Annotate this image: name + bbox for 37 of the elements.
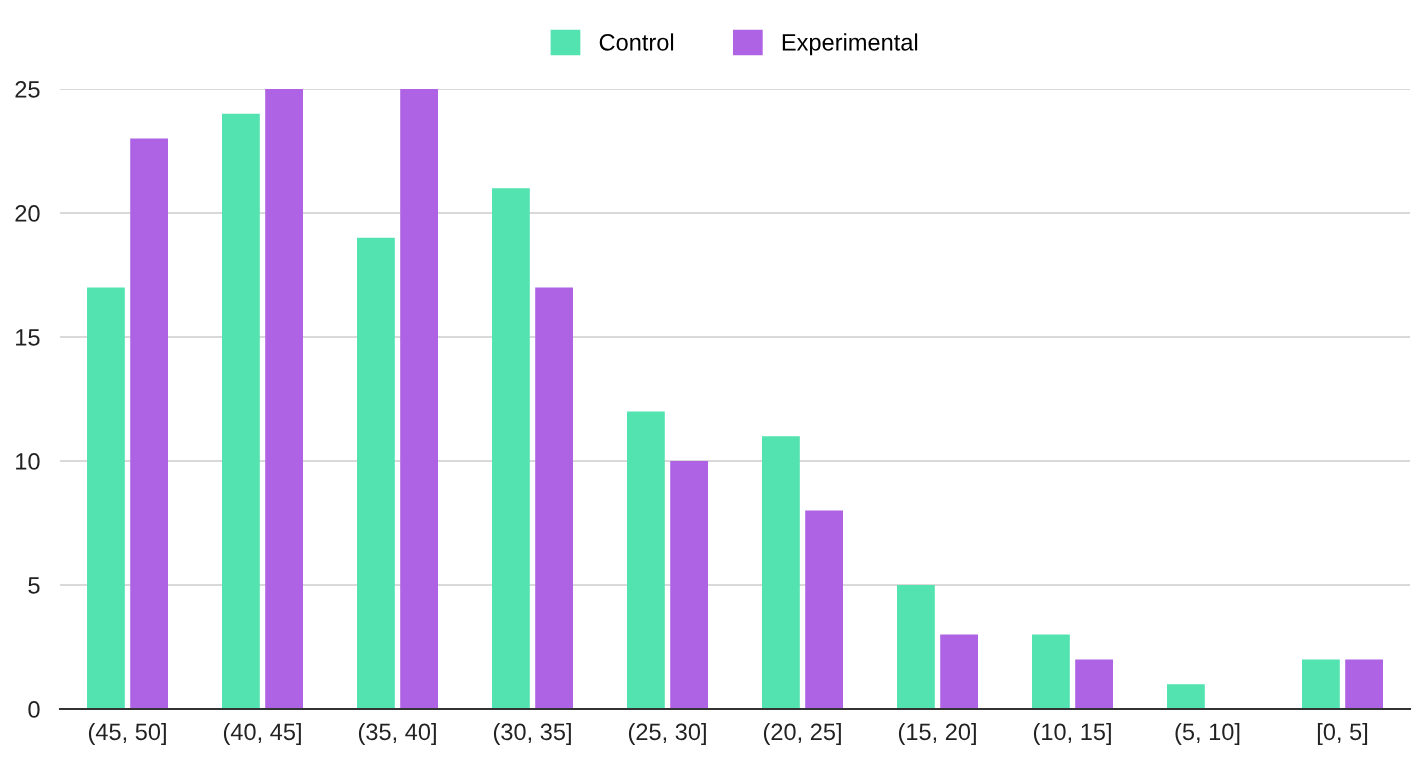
bar: [87, 287, 125, 709]
x-tick-label: (20, 25]: [763, 722, 841, 745]
bar: [400, 89, 438, 709]
y-tick-label: 5: [28, 577, 40, 594]
bar: [1302, 659, 1340, 709]
bar: [1345, 659, 1383, 709]
x-tick-label: (45, 50]: [88, 722, 166, 745]
y-tick-label: 10: [16, 453, 40, 470]
bar: [1167, 684, 1205, 709]
y-tick-label: 0: [28, 701, 40, 718]
x-tick-label: (25, 30]: [628, 722, 706, 745]
x-tick-label: [0, 5]: [1317, 722, 1368, 745]
bar: [130, 138, 168, 709]
x-tick-label: (5, 10]: [1175, 722, 1240, 745]
x-tick-label: (35, 40]: [358, 722, 436, 745]
y-tick-label: 15: [16, 329, 40, 346]
legend-label: Control: [599, 33, 674, 51]
x-tick-label: (15, 20]: [898, 722, 976, 745]
bar: [222, 113, 260, 709]
y-tick-label: 20: [15, 205, 40, 222]
x-tick-label: (30, 35]: [493, 722, 571, 745]
bar: [1075, 659, 1113, 709]
bar: [762, 436, 800, 709]
x-tick-label: (10, 15]: [1033, 722, 1111, 745]
legend-label: Experimental: [782, 33, 918, 56]
bar: [265, 89, 303, 709]
x-tick-label: (40, 45]: [223, 722, 301, 745]
bar: [492, 188, 530, 709]
bar: [535, 287, 573, 709]
bar: [805, 510, 843, 709]
bar: [1032, 634, 1070, 709]
bar: [357, 237, 395, 709]
bar: [897, 585, 935, 709]
y-tick-label: 25: [15, 81, 40, 98]
bar: [940, 634, 978, 709]
bar: [627, 411, 665, 709]
bar: [670, 461, 708, 709]
